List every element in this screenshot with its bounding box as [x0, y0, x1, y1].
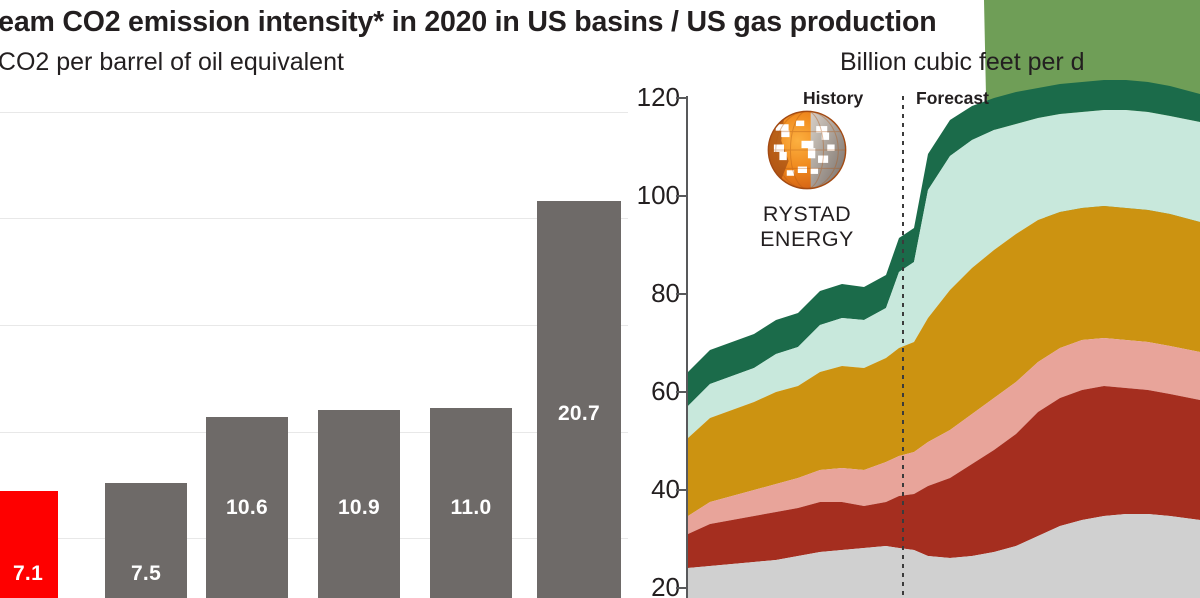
y-tick-label: 100 — [636, 180, 680, 210]
bar-gridline — [0, 432, 628, 433]
bar-value-label: 11.0 — [450, 496, 492, 519]
bar-gridline — [0, 112, 628, 113]
bar-item[interactable]: 20.7 — [537, 201, 621, 598]
subtitle-right: Billion cubic feet per d — [840, 48, 1085, 76]
y-tick-label: 80 — [651, 278, 680, 308]
y-axis-tick — [676, 489, 686, 491]
bar-item[interactable]: 11.0 — [430, 408, 512, 598]
page-title: tream CO2 emission intensity* in 2020 in… — [0, 6, 937, 38]
area-band-brick — [688, 386, 1200, 568]
bar-gridline — [0, 325, 628, 326]
area-band-gold — [688, 206, 1200, 516]
bar-value-label: 20.7 — [557, 402, 601, 425]
area-band-gray — [688, 514, 1200, 598]
bar-item[interactable]: 10.9 — [318, 410, 400, 598]
y-tick-label: 60 — [651, 376, 680, 406]
bar-item-highlight[interactable]: 7.1 — [0, 491, 58, 598]
bar-item[interactable]: 7.5 — [105, 483, 187, 598]
y-axis-tick — [676, 587, 686, 589]
bar-value-label: 10.6 — [225, 496, 269, 519]
forecast-label: Forecast — [916, 88, 989, 108]
bar-item[interactable]: 10.6 — [206, 417, 288, 598]
history-label: History — [803, 88, 864, 108]
y-axis-tick — [676, 293, 686, 295]
y-tick-label: 40 — [651, 474, 680, 504]
area-band-salmon — [688, 338, 1200, 534]
y-axis-tick — [676, 97, 686, 99]
y-axis-line — [686, 96, 688, 598]
area-chart-panel: 120 100 80 60 40 20 — [628, 0, 1200, 598]
y-tick-label: 20 — [651, 572, 680, 598]
y-axis-tick — [676, 391, 686, 393]
y-tick-label: 120 — [636, 82, 680, 112]
stacked-area-graphic — [688, 0, 1200, 598]
bar-value-label: 7.5 — [130, 562, 162, 585]
bar-gridline — [0, 218, 628, 219]
subtitle-left: f CO2 per barrel of oil equivalent — [0, 48, 344, 76]
area-band-mint — [688, 110, 1200, 438]
y-axis-tick — [676, 195, 686, 197]
bar-chart-panel: 7.1 7.5 10.6 10.9 11.0 20.7 — [0, 112, 628, 598]
bar-value-label: 10.9 — [337, 496, 381, 519]
area-band-darkgreen — [688, 80, 1200, 406]
y-axis-labels: 120 100 80 60 40 20 — [628, 0, 680, 598]
bar-value-label: 7.1 — [12, 562, 44, 585]
bar-gridline — [0, 538, 628, 539]
